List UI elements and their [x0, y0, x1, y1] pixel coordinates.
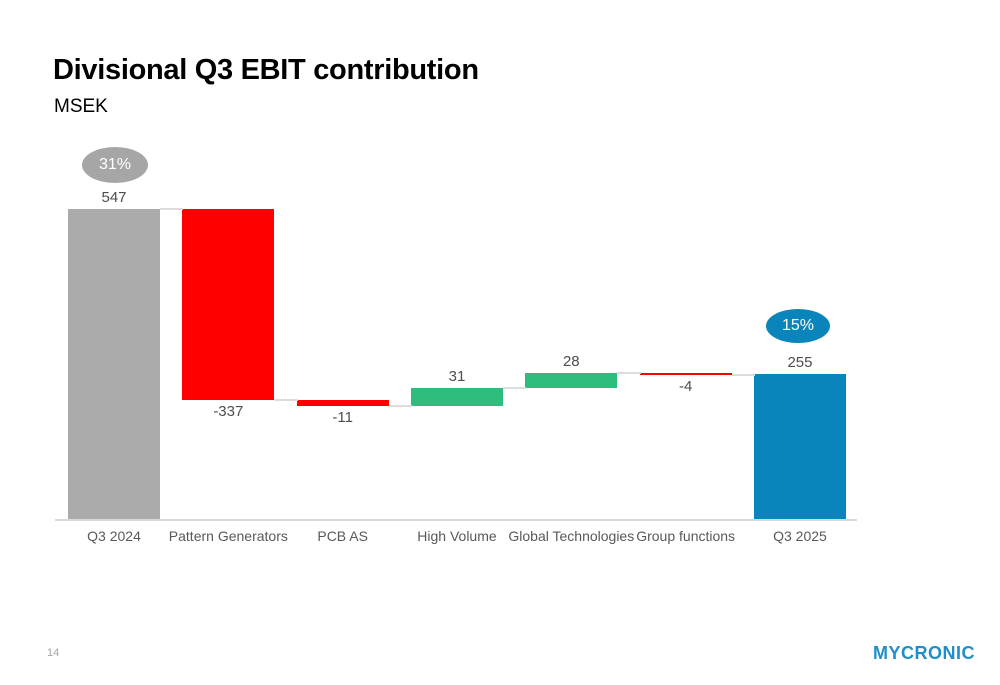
- bar-global-technologies: [525, 372, 618, 389]
- connector-line: [502, 387, 527, 390]
- value-label-pattern-generators: -337: [213, 402, 244, 420]
- axis-label-pcb-as: PCB AS: [317, 528, 368, 544]
- axis-label-group-functions: Group functions: [636, 528, 736, 544]
- q3-2024-margin-badge: 31%: [82, 147, 148, 183]
- value-label-pcb-as: -11: [332, 409, 353, 427]
- connector-line: [731, 373, 755, 376]
- axis-label-q3-2024: Q3 2024: [87, 528, 141, 544]
- connector-line: [160, 207, 184, 210]
- bar-pcb-as: [296, 399, 389, 407]
- bar-high-volume: [410, 388, 503, 407]
- value-label-global-technologies: 28: [562, 352, 580, 370]
- page-number: 14: [47, 647, 60, 659]
- bar-q3-2025: [753, 374, 846, 519]
- axis-label-high-volume: High Volume: [417, 528, 497, 544]
- mycronic-logo: MYCRONIC: [873, 643, 975, 663]
- value-label-group-functions: -4: [678, 377, 693, 395]
- slide-title: Divisional Q3 EBIT contribution: [53, 54, 479, 86]
- slide-subtitle: MSEK: [54, 96, 108, 117]
- value-label-q3-2025: 255: [787, 354, 813, 372]
- axis-label-pattern-generators: Pattern Generators: [168, 528, 288, 544]
- x-axis-line: [55, 519, 857, 521]
- connector-line: [388, 405, 412, 408]
- value-label-high-volume: 31: [448, 368, 466, 386]
- axis-label-global-technologies: Global Technologies: [508, 528, 635, 544]
- bar-group-functions: [639, 372, 732, 375]
- bar-q3-2024: [68, 208, 160, 519]
- q3-2025-margin-badge: 15%: [766, 309, 830, 343]
- connector-line: [617, 371, 641, 374]
- connector-line: [274, 398, 298, 401]
- value-label-q3-2024: 547: [101, 188, 127, 206]
- axis-label-q3-2025: Q3 2025: [773, 528, 827, 544]
- bar-pattern-generators: [182, 208, 275, 400]
